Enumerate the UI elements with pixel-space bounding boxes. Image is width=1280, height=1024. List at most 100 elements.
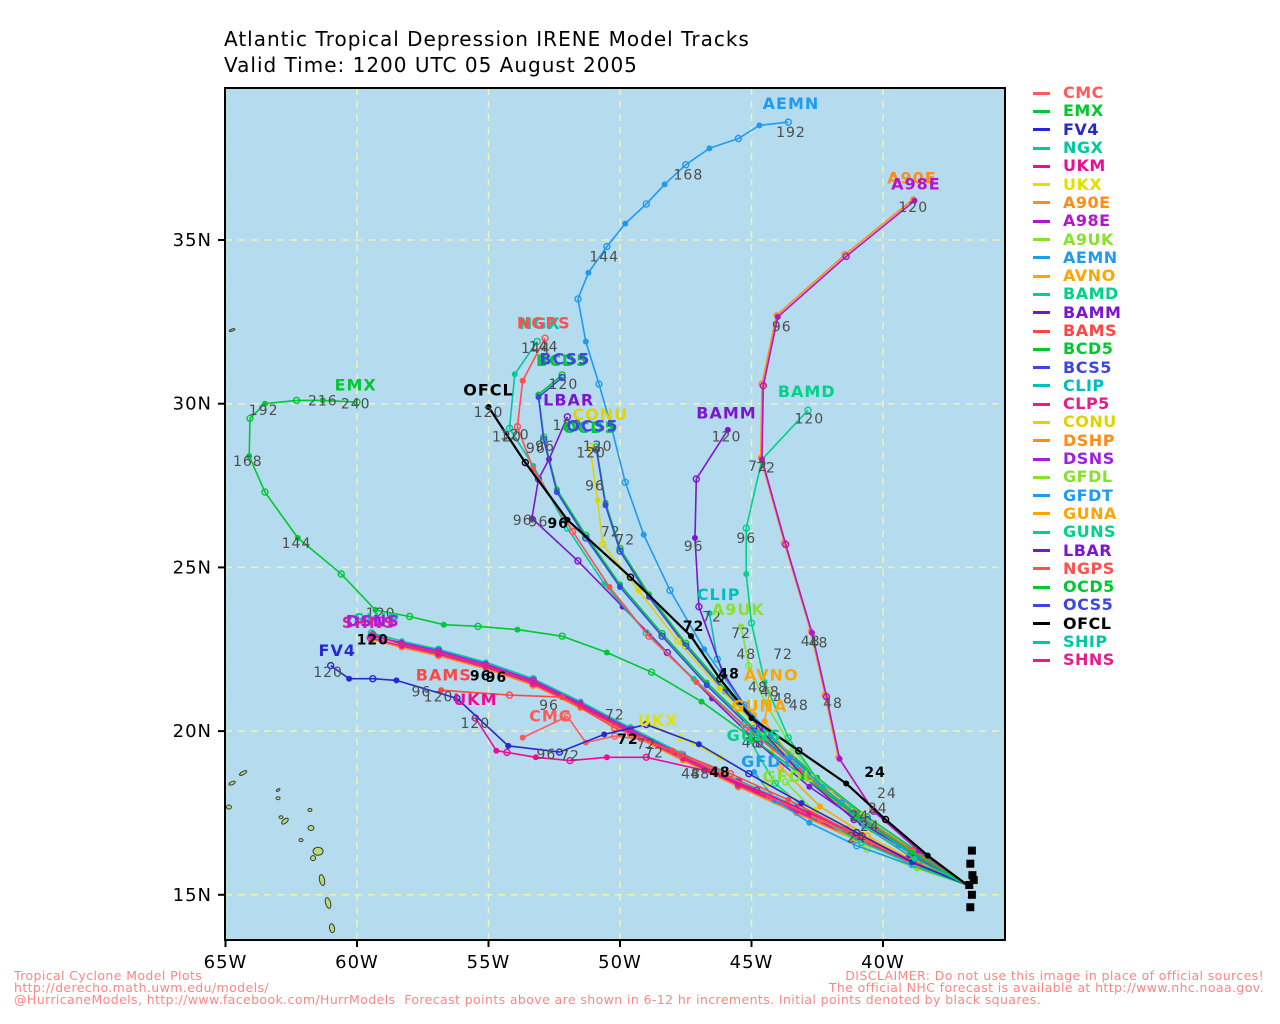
map-border: [224, 87, 1006, 941]
track-point-FV4: [745, 769, 753, 778]
legend-dash-NGPS: [1033, 567, 1050, 571]
hour-label-48: 48: [709, 765, 730, 781]
legend-item-OCD5: OCD5: [1033, 578, 1121, 596]
legend-item-EMX: EMX: [1033, 102, 1121, 120]
track-point-FV4: [369, 675, 377, 683]
track-label-NGPS: NGPS: [517, 313, 571, 332]
track-point-GUNA: [776, 763, 785, 771]
track-point-AEMN: [756, 122, 763, 129]
hour-label-120: 120: [460, 716, 490, 732]
island: [312, 846, 324, 856]
track-point-NGX: [533, 337, 541, 346]
track-point-FV4: [505, 742, 512, 749]
track-point-BCS5: [558, 373, 566, 382]
hour-label-24: 24: [868, 801, 888, 817]
island: [228, 328, 236, 332]
hour-label-96: 96: [526, 441, 546, 457]
track-point-FV4: [346, 675, 353, 682]
hour-label-24: 24: [864, 765, 885, 781]
hour-label-96: 96: [486, 670, 507, 686]
island: [318, 874, 326, 886]
track-OFCL: [487, 406, 968, 886]
track-point-NGPS: [693, 678, 700, 685]
legend-dash-DSHP: [1033, 439, 1050, 443]
track-label-EMX: EMX: [335, 376, 377, 395]
track-point-A9UK: [761, 698, 768, 705]
footer-credit-line1: Tropical Cyclone Model Plots: [14, 968, 203, 983]
hour-label-120: 120: [576, 446, 606, 462]
hour-label-120: 120: [712, 429, 742, 445]
island: [281, 817, 289, 825]
y-tick-label-25N: 25N: [173, 557, 212, 578]
island: [275, 788, 281, 792]
track-GUNS: [749, 740, 968, 886]
track-point-BAMD: [860, 822, 869, 830]
track-point-BAMD: [761, 678, 768, 685]
track-point-AEMN: [784, 118, 793, 126]
legend-item-BCS5: BCS5: [1033, 358, 1121, 376]
track-point-A98E: [836, 755, 843, 762]
track-point-BAMS: [505, 691, 514, 699]
legend-dash-OCS5: [1033, 603, 1050, 607]
track-point-AEMN: [582, 338, 589, 345]
track-point-NGX: [511, 371, 518, 378]
track-point-NGPS: [541, 334, 549, 342]
legend-item-GFDL: GFDL: [1033, 468, 1121, 486]
hour-label-96: 96: [684, 539, 704, 555]
legend-item-A98E: A98E: [1033, 212, 1121, 230]
track-point-OFCL: [716, 675, 724, 683]
legend-item-GFDT: GFDT: [1033, 487, 1121, 505]
legend-dash-LBAR: [1033, 549, 1050, 553]
track-point-EMX: [514, 626, 521, 633]
track-point-LBAR: [574, 557, 582, 565]
hour-label-72: 72: [617, 732, 638, 748]
legend-dash-BAMS: [1033, 329, 1050, 333]
track-point-UKM: [701, 767, 708, 774]
track-label-DSNS: DSNS: [346, 611, 400, 630]
legend-item-A90E: A90E: [1033, 194, 1121, 212]
legend-dash-EMX: [1033, 109, 1050, 113]
legend-item-GUNA: GUNA: [1033, 505, 1121, 523]
hour-label-240: 240: [341, 397, 371, 413]
track-point-BCS5: [535, 394, 542, 401]
initial-point-square: [968, 871, 977, 880]
track-point-OFCL: [626, 573, 635, 581]
track-point-BAMS: [669, 747, 676, 754]
legend-label-NGX: NGX: [1063, 138, 1104, 158]
initial-point-square: [967, 846, 976, 855]
track-point-CONU: [586, 442, 594, 450]
track-point-A98E: [911, 197, 918, 204]
legend-item-DSHP: DSHP: [1033, 432, 1121, 450]
hour-label-96: 96: [513, 513, 533, 529]
track-point-A98E: [842, 252, 850, 261]
legend-dash-UKM: [1033, 164, 1050, 168]
hour-label-72: 72: [644, 745, 664, 761]
track-point-EMX: [647, 668, 656, 676]
track-point-BAMS: [726, 769, 735, 778]
track-point-A98E: [759, 456, 766, 463]
track-label-CLIP: CLIP: [697, 585, 741, 604]
island: [225, 804, 232, 810]
track-point-OCS5: [592, 445, 601, 454]
x-tick-label-50W: 50W: [598, 952, 642, 973]
legend-dash-AEMN: [1033, 256, 1050, 260]
track-point-BAMM: [691, 534, 698, 541]
track-label-SHNS: SHNS: [342, 613, 396, 632]
track-point-LBAR: [806, 783, 813, 790]
track-label-BAMM: BAMM: [696, 403, 756, 422]
track-point-EMX: [698, 698, 705, 705]
track-point-BAMS: [559, 694, 566, 701]
track-point-AEMN: [706, 145, 713, 152]
track-point-CLP5: [434, 648, 443, 657]
hour-label-144: 144: [589, 249, 619, 265]
track-point-NGPS: [568, 527, 577, 536]
hour-label-72: 72: [683, 619, 704, 635]
legend-label-OCD5: OCD5: [1063, 577, 1115, 597]
hour-label-96: 96: [535, 439, 555, 455]
track-label-LBAR: LBAR: [543, 390, 594, 409]
hour-label-216: 216: [308, 393, 338, 409]
track-point-NGX: [505, 424, 514, 432]
initial-point-square: [966, 903, 975, 912]
legend-item-CMC: CMC: [1033, 84, 1121, 102]
track-point-FV4: [393, 677, 400, 684]
